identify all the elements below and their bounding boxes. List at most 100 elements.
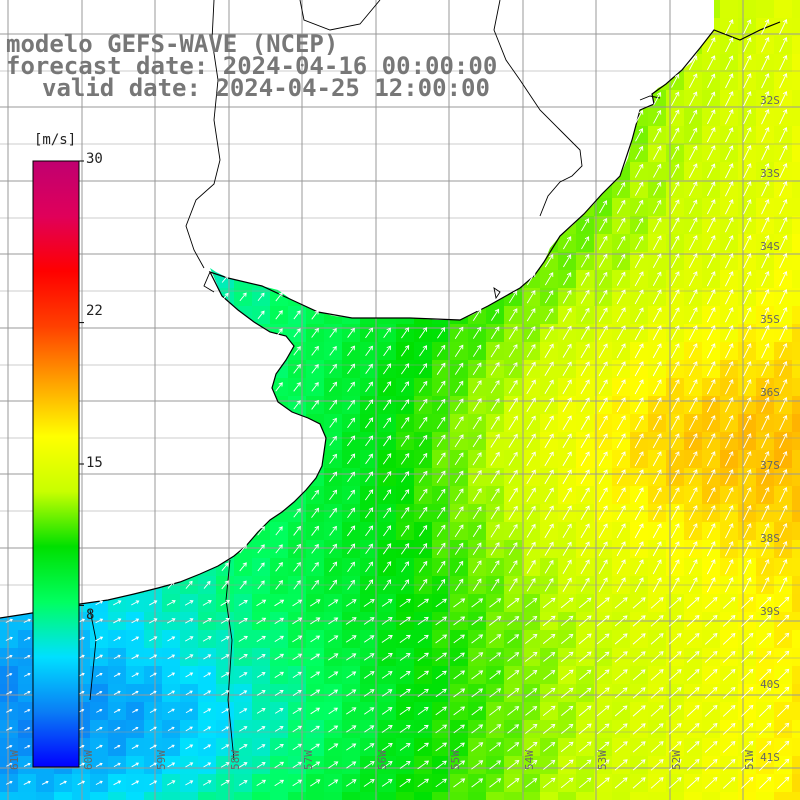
wind-arrow: [724, 523, 734, 539]
wind-cell: [450, 792, 468, 800]
wind-cell: [792, 126, 800, 144]
wind-arrow: [417, 742, 429, 752]
wind-arrow: [311, 345, 319, 356]
wind-arrow: [743, 487, 752, 503]
wind-arrow: [274, 653, 285, 661]
wind-arrow: [743, 505, 752, 521]
wind-arrow: [508, 362, 518, 376]
wind-arrow: [328, 617, 339, 625]
wind-arrow: [489, 652, 502, 662]
wind-arrow: [524, 723, 538, 734]
wind-arrow: [779, 91, 788, 107]
wind-arrow: [560, 759, 574, 771]
wind-arrow: [616, 235, 626, 250]
wind-arrow: [758, 650, 772, 663]
wind-arrow: [399, 634, 411, 643]
wind-arrow: [740, 614, 754, 627]
wind-arrow: [435, 616, 448, 626]
colorbar-gradient: [32, 160, 80, 768]
wind-arrow: [490, 308, 500, 321]
wind-arrow: [436, 470, 446, 484]
wind-arrow: [634, 163, 644, 178]
wind-arrow: [614, 633, 628, 645]
wind-arrow: [239, 292, 247, 302]
wind-arrow: [419, 363, 428, 375]
wind-arrow: [399, 743, 411, 751]
wind-arrow: [454, 542, 464, 555]
wind-arrow: [688, 487, 698, 503]
wind-arrow: [761, 523, 770, 539]
wind-arrow: [293, 400, 301, 410]
wind-arrow: [435, 634, 448, 644]
wind-cell: [18, 792, 36, 800]
wind-arrow: [489, 706, 502, 716]
wind-arrow: [578, 687, 592, 699]
wind-arrow: [671, 127, 680, 142]
wind-arrow: [381, 707, 393, 715]
wind-arrow: [454, 470, 464, 484]
wind-arrow: [167, 580, 175, 589]
wind-arrow: [652, 487, 662, 503]
wind-arrow: [779, 163, 788, 179]
wind-arrow: [507, 706, 520, 716]
wind-arrow: [652, 361, 662, 377]
wind-arrow: [435, 742, 448, 752]
wind-arrow: [652, 127, 662, 142]
wind-arrow: [758, 776, 772, 789]
wind-arrow: [688, 325, 698, 341]
wind-arrow: [614, 741, 628, 753]
wind-arrow: [418, 416, 428, 429]
wind-cell: [792, 630, 800, 648]
wind-arrow: [221, 562, 229, 572]
wind-arrow: [95, 636, 104, 642]
wind-arrow: [311, 399, 319, 410]
wind-arrow: [725, 19, 734, 35]
wind-arrow: [689, 55, 698, 70]
wind-arrow: [779, 559, 788, 575]
wind-arrow: [454, 398, 464, 412]
wind-arrow: [652, 469, 662, 485]
wind-arrow: [688, 379, 698, 395]
wind-cell: [324, 792, 342, 800]
wind-arrow: [560, 777, 574, 789]
wind-arrow: [598, 505, 608, 521]
wind-arrow: [670, 433, 680, 449]
wind-arrow: [653, 91, 662, 106]
wind-arrow: [634, 379, 644, 395]
wind-arrow: [761, 541, 770, 557]
wind-arrow: [508, 415, 518, 430]
wind-arrow: [704, 632, 718, 645]
wind-arrow: [257, 562, 265, 572]
wind-arrow: [24, 745, 31, 749]
wind-arrow: [220, 599, 231, 606]
wind-arrow: [489, 724, 502, 734]
wind-arrow: [758, 722, 772, 735]
wind-arrow: [131, 690, 139, 695]
wind-arrow: [185, 654, 194, 660]
wind-arrow: [328, 635, 339, 643]
wind-arrow: [686, 741, 700, 753]
wind-arrow: [634, 559, 644, 575]
wind-arrow: [6, 691, 13, 695]
wind-arrow: [418, 452, 428, 465]
wind-arrow: [652, 145, 662, 160]
wind-arrow: [598, 397, 608, 413]
wind-arrow: [257, 544, 265, 554]
wind-arrow: [689, 199, 698, 215]
wind-arrow: [616, 577, 626, 593]
wind-arrow: [293, 363, 301, 374]
wind-arrow: [706, 289, 716, 305]
wind-arrow: [650, 669, 664, 681]
longitude-label: 59W: [155, 750, 168, 770]
wind-arrow: [400, 345, 410, 357]
longitude-label: 51W: [743, 750, 756, 770]
wind-arrow: [471, 634, 484, 644]
wind-arrow: [6, 673, 13, 677]
wind-arrow: [435, 706, 447, 716]
land-area: [0, 0, 714, 618]
wind-arrow: [131, 744, 139, 750]
wind-cell: [792, 432, 800, 450]
wind-arrow: [382, 453, 392, 465]
wind-arrow: [274, 671, 284, 679]
wind-arrow: [616, 361, 626, 377]
